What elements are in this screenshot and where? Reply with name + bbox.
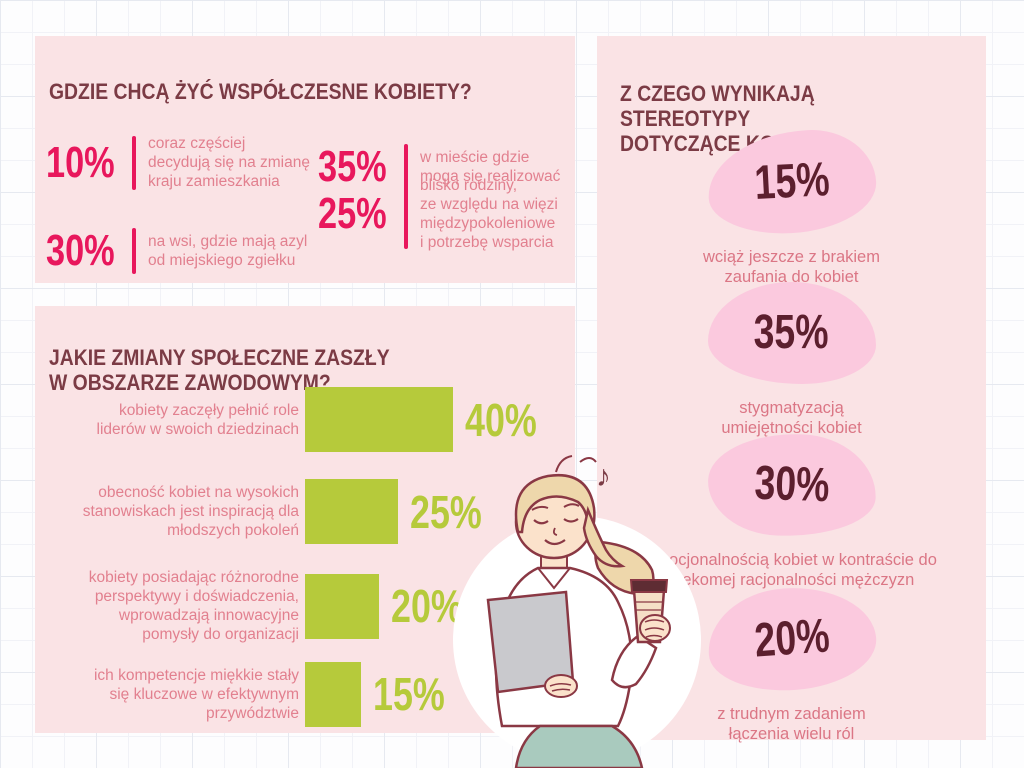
stat-divider (132, 135, 136, 190)
closed-eyes (533, 518, 579, 525)
bar-value: 15% (373, 668, 445, 720)
blob-caption: emocjonalnością kobiet w kontraście do r… (646, 551, 937, 589)
blob-caption: z trudnym zadaniem łączenia wielu ról (717, 705, 866, 743)
smile (544, 539, 566, 546)
forearm (610, 634, 658, 689)
hair-strand (555, 455, 597, 473)
blob-caption: stygmatyzacją umiejętności kobiet (721, 399, 862, 437)
stat-value: 25% (318, 189, 387, 238)
bar-value: 20% (391, 580, 463, 632)
eyebrows (531, 503, 580, 511)
bar-row-soft-skills: ich kompetencje miękkie stały się kluczo… (75, 661, 600, 727)
stat-blob: 30% (705, 431, 878, 539)
stat-divider (132, 228, 136, 274)
stat-blob: 15% (704, 126, 879, 238)
nose (552, 527, 558, 536)
bar-row-innovation: kobiety posiadając różnorodne perspektyw… (75, 567, 600, 645)
cup-band (636, 601, 662, 611)
stereotype-item-35: 35% stygmatyzacją umiejętności kobiet (597, 282, 986, 438)
bar (305, 661, 361, 727)
blob-caption: wciąż jeszcze z brakiem zaufania do kobi… (703, 248, 880, 286)
bar-label: kobiety posiadając różnorodne perspektyw… (88, 569, 299, 643)
stat-divider (404, 144, 408, 190)
stereotype-item-15: 15% wciąż jeszcze z brakiem zaufania do … (597, 126, 986, 287)
panel-title: GDZIE CHCĄ ŻYĆ WSPÓŁCZESNE KOBIETY? (49, 79, 472, 104)
hair-side (582, 505, 626, 568)
music-note-icon: ♪ (596, 460, 611, 493)
stat-text: w mieście gdzie mogą się realizować (420, 149, 561, 185)
collar (537, 567, 571, 590)
stat-25-percent: 25% blisko rodziny, ze względu na więzi … (318, 176, 574, 252)
left-hand-fingers (549, 682, 572, 692)
blob-value: 20% (752, 609, 831, 668)
stereotype-item-30: 30% emocjonalnością kobiet w kontraście … (597, 431, 986, 590)
stat-text: na wsi, gdzie mają azyl od miejskiego zg… (148, 233, 308, 269)
stat-divider (404, 179, 408, 249)
stat-text: coraz częściej decydują się na zmianę kr… (148, 135, 310, 190)
stat-value: 10% (46, 137, 115, 187)
woman-with-coffee-illustration: ♪ (453, 455, 701, 768)
right-hand-fingers (644, 619, 665, 638)
bar (305, 479, 398, 544)
stat-35-percent: 35% w mieście gdzie mogą się realizować (318, 144, 568, 190)
bar-label: obecność kobiet na wysokich stanowiskach… (82, 484, 299, 539)
blob-value: 15% (752, 153, 831, 210)
stat-30-percent: 30% na wsi, gdzie mają azyl od miejskieg… (46, 228, 326, 274)
skirt (514, 724, 644, 768)
stat-blob: 20% (704, 582, 879, 696)
bar-value: 25% (410, 485, 482, 538)
panel-title: JAKIE ZMIANY SPOŁECZNE ZASZŁY W OBSZARZE… (49, 345, 390, 395)
stat-value: 30% (46, 226, 115, 275)
blob-value: 35% (754, 306, 829, 359)
stat-blob: 35% (707, 282, 876, 384)
bar-row-inspiration: obecność kobiet na wysokich stanowiskach… (75, 479, 600, 544)
bar-label: kobiety zaczęły pełnić role liderów w sw… (96, 401, 299, 438)
stereotype-item-20: 20% z trudnym zadaniem łączenia wielu ró… (597, 582, 986, 744)
left-hand (544, 674, 578, 698)
blob-value: 30% (753, 456, 830, 513)
bar-label: ich kompetencje miękkie stały się kluczo… (93, 666, 299, 722)
stat-text: blisko rodziny, ze względu na więzi międ… (420, 177, 558, 251)
stat-10-percent: 10% coraz częściej decydują się na zmian… (46, 134, 326, 191)
panel-where-women-want-to-live: GDZIE CHCĄ ŻYĆ WSPÓŁCZESNE KOBIETY? 10% … (35, 36, 575, 283)
bar (305, 573, 379, 639)
bar-value: 40% (465, 393, 537, 446)
bar (305, 387, 453, 452)
cup-lid (629, 579, 669, 593)
stat-value: 35% (318, 142, 387, 191)
bar-row-leaders: kobiety zaczęły pełnić role liderów w sw… (75, 386, 600, 453)
